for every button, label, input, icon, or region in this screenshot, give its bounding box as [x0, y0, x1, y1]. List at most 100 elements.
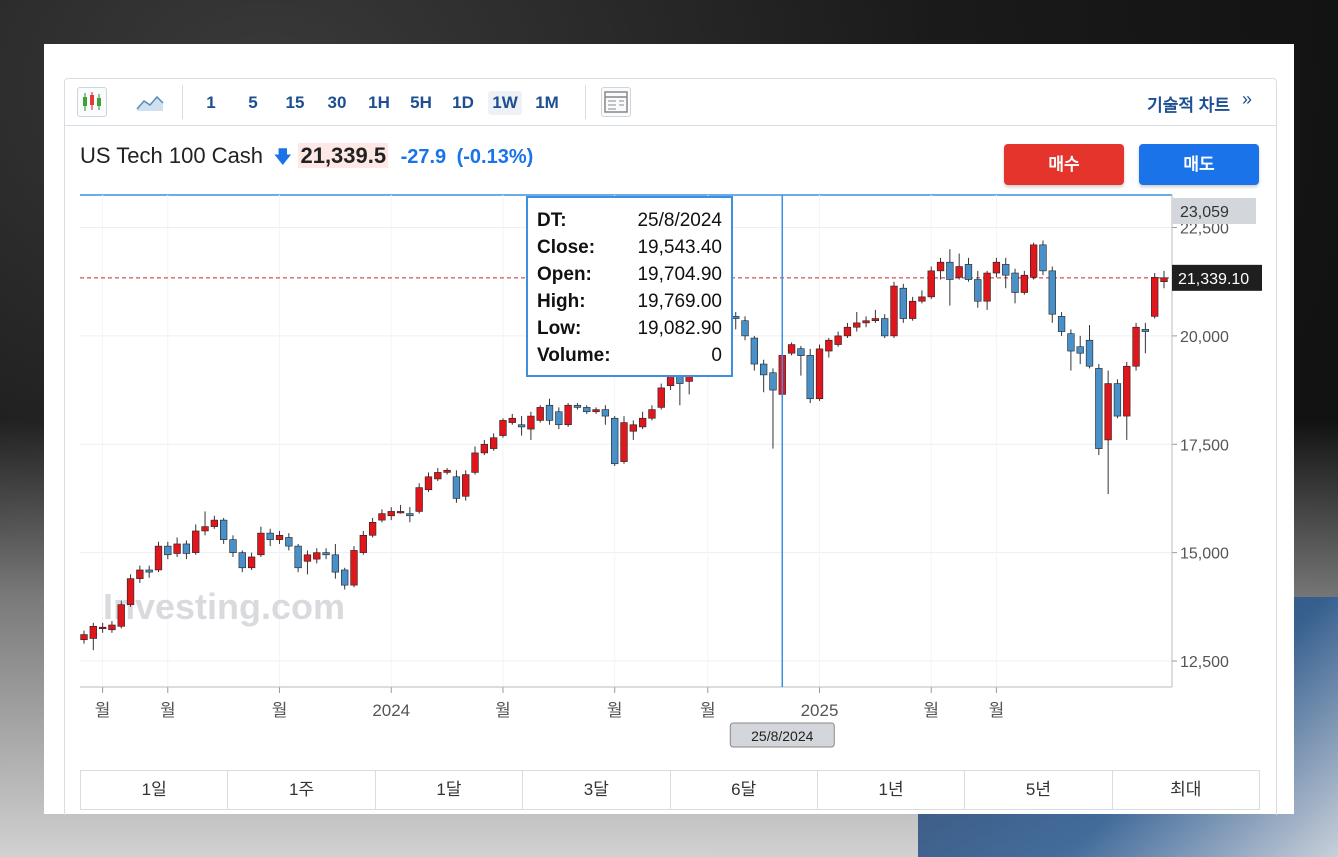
candle-body: [862, 320, 870, 324]
x-tick-label: 월: [495, 701, 511, 720]
candle-body: [80, 634, 88, 641]
candle-body: [499, 420, 507, 436]
timeframe-5[interactable]: 5: [248, 93, 258, 112]
period-button[interactable]: 3달: [523, 771, 671, 809]
candle-body: [350, 550, 358, 586]
timeframe-1d[interactable]: 1D: [452, 93, 474, 112]
area-chart-icon[interactable]: [135, 87, 165, 117]
table-layout-icon[interactable]: [601, 87, 631, 117]
candle-body: [638, 417, 647, 428]
ohlc-tooltip: DT: 25/8/2024 Close: 19,543.40 Open: 19,704.9…: [526, 196, 733, 377]
candle-body: [825, 339, 833, 352]
candle-body: [1151, 277, 1159, 317]
crosshair-date-box: [729, 722, 835, 748]
candle-body: [974, 279, 982, 302]
x-tick-label: 2025: [801, 701, 839, 720]
tooltip-value: 19,082.90: [637, 318, 722, 339]
candle-body: [927, 270, 935, 298]
candle-body: [508, 417, 516, 423]
candle-body: [1076, 346, 1084, 354]
timeframe-1h[interactable]: 1H: [368, 93, 390, 112]
instrument-name: US Tech 100 Cash: [80, 143, 264, 168]
candle-body: [815, 348, 824, 400]
period-button[interactable]: 1주: [228, 771, 376, 809]
candle-body: [322, 552, 330, 556]
technical-chart-link[interactable]: 기술적 차트: [1147, 96, 1230, 115]
candle-body: [1039, 244, 1047, 272]
double-chevron-right-icon: »: [1241, 89, 1252, 109]
y-tick-label: 20,000: [1180, 329, 1229, 346]
candle-body: [797, 348, 805, 356]
candle-body: [583, 407, 591, 413]
timeframe-1w[interactable]: 1W: [488, 91, 522, 115]
candle-body: [592, 409, 600, 413]
candle-body: [89, 626, 97, 639]
candle-body: [173, 543, 181, 554]
candlestick-icon[interactable]: [77, 87, 107, 117]
x-tick-label: 월: [989, 701, 1005, 720]
candle-body: [964, 264, 973, 280]
candle-body: [750, 337, 758, 365]
candle-body: [983, 272, 991, 302]
candle-body: [517, 424, 526, 428]
candle-body: [136, 569, 144, 579]
candle-body: [257, 532, 265, 556]
candle-body: [1113, 383, 1122, 417]
candle-body: [769, 372, 777, 391]
period-button[interactable]: 1년: [818, 771, 966, 809]
price-change-percent: (-0.13%): [456, 146, 534, 168]
candle-body: [331, 554, 340, 573]
period-button[interactable]: 최대: [1170, 780, 1202, 799]
candlestick-chart[interactable]: 12,500 15,000 17,500 20,000 22,500 월 월 월 2024 월 월 월…: [65, 79, 1276, 769]
candle-body: [536, 407, 544, 421]
tooltip-row: Low: 19,082.90: [537, 315, 722, 342]
candle-body: [545, 404, 554, 421]
period-button[interactable]: 1일: [81, 771, 229, 809]
candle-body: [1132, 326, 1140, 367]
toolbar-divider: [182, 85, 183, 119]
price-change: -27.9: [400, 146, 447, 168]
candle-body: [992, 261, 1001, 274]
tooltip-row: High: 19,769.00: [537, 288, 722, 315]
candle-body: [611, 417, 619, 465]
tooltip-row: Volume: 0: [537, 342, 722, 369]
candle-body: [368, 521, 377, 536]
period-button[interactable]: 6달: [671, 771, 818, 809]
candle-body: [490, 437, 498, 449]
candle-body: [1141, 329, 1150, 332]
tooltip-value: 25/8/2024: [637, 210, 722, 231]
timeframe-5h[interactable]: 5H: [410, 93, 432, 112]
tooltip-row: Open: 19,704.90: [537, 261, 722, 288]
candle-body: [760, 363, 768, 376]
tooltip-value: 19,769.00: [637, 291, 722, 312]
candle-body: [406, 513, 414, 517]
period-button[interactable]: 1달: [376, 771, 524, 809]
y-tick-label: 17,500: [1180, 437, 1229, 454]
investing-watermark: Investing.com: [103, 586, 345, 627]
period-button[interactable]: 5년: [965, 771, 1113, 809]
timeframe-15[interactable]: 15: [285, 93, 305, 112]
candle-body: [1011, 272, 1019, 293]
candle-body: [210, 519, 218, 527]
sell-button[interactable]: 매도: [1139, 144, 1259, 185]
timeframe-30[interactable]: 30: [327, 93, 347, 112]
candle-body: [341, 569, 349, 586]
chart-toolbar: 1 5 15 30 1H 5H 1D 1W 1M 기술적 차트 »: [65, 79, 1276, 126]
timeframe-1[interactable]: 1: [206, 93, 216, 112]
candle-body: [182, 543, 191, 554]
candle-body: [1030, 244, 1038, 278]
candle-body: [1123, 365, 1131, 417]
candle-body: [201, 526, 209, 532]
candle-body: [936, 261, 945, 272]
tooltip-row: DT: 25/8/2024: [537, 207, 722, 234]
buy-button[interactable]: 매수: [1004, 144, 1124, 185]
candle-body: [229, 539, 237, 553]
candle-body: [629, 424, 637, 432]
candle-body: [955, 266, 963, 278]
timeframe-1m[interactable]: 1M: [535, 93, 559, 112]
candle-body: [741, 320, 749, 337]
chart-card: 1 5 15 30 1H 5H 1D 1W 1M 기술적 차트 » US T: [44, 44, 1294, 815]
candle-body: [657, 387, 665, 408]
candle-body: [601, 409, 610, 417]
candle-body: [294, 545, 302, 569]
